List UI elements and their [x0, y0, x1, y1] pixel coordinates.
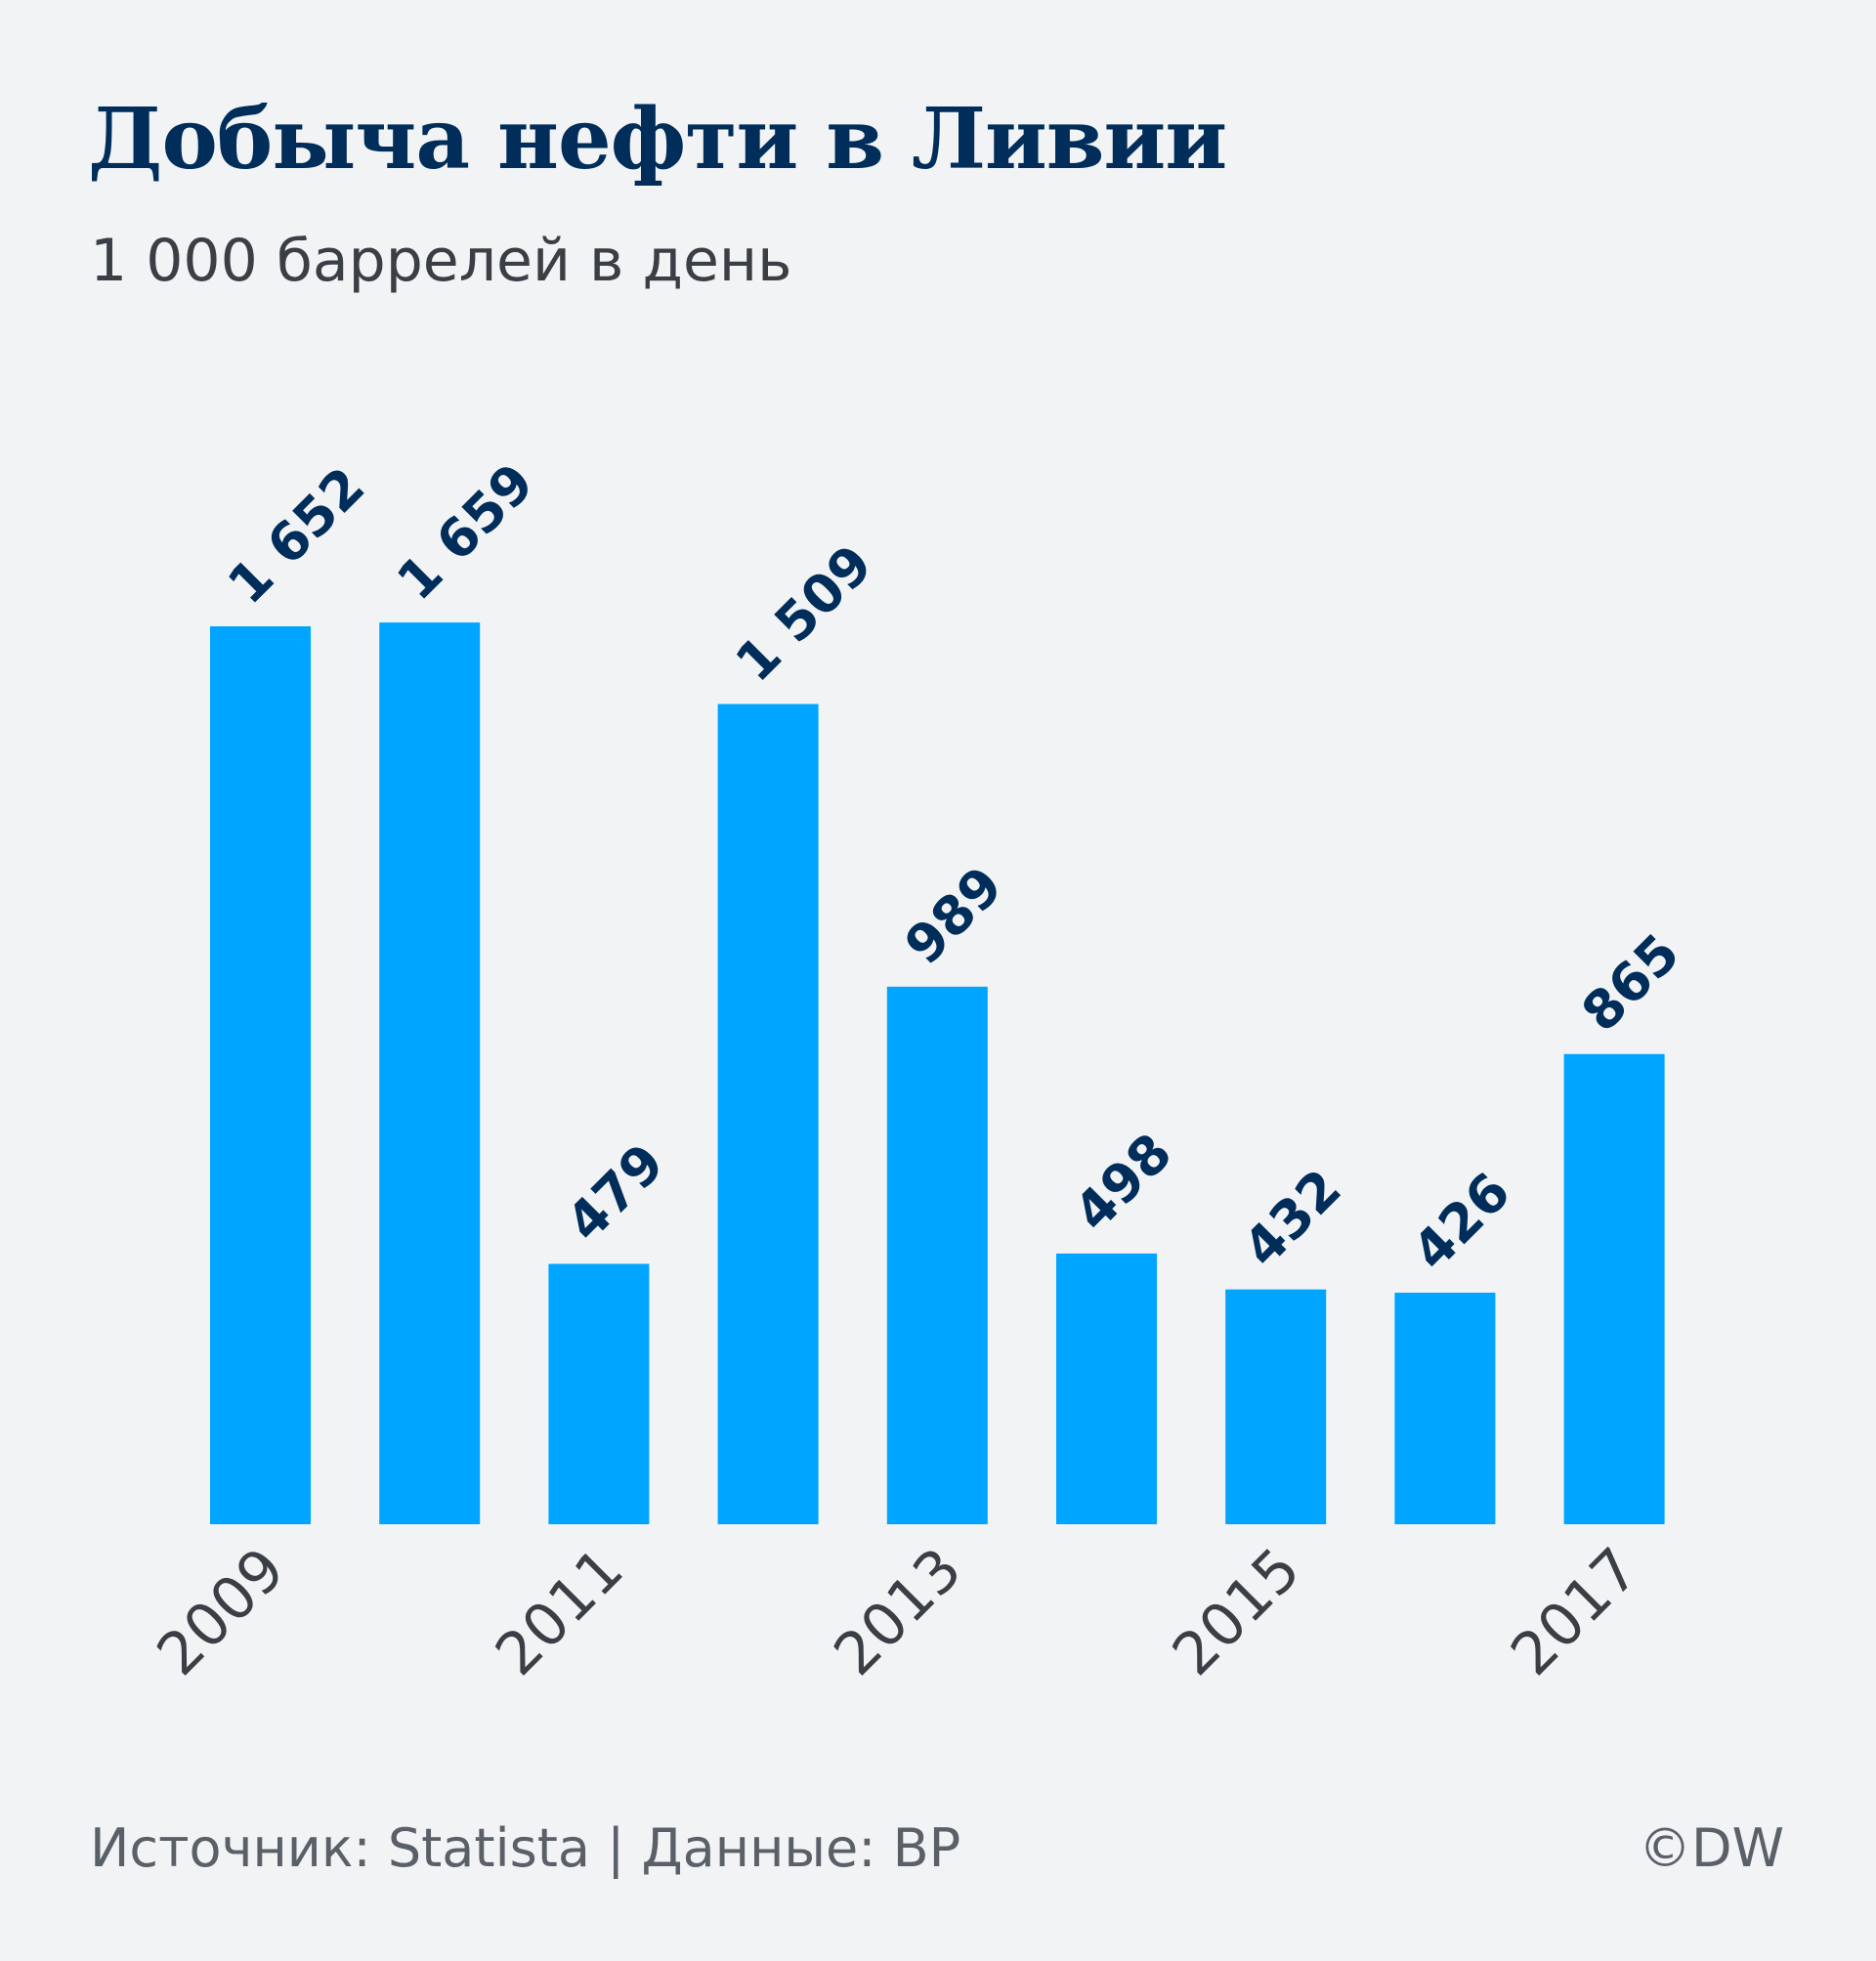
bar-2014 — [1056, 1253, 1157, 1524]
x-tick-label: 2015 — [1160, 1535, 1313, 1688]
value-label: 426 — [1401, 1161, 1522, 1282]
x-tick-label: 2009 — [145, 1535, 298, 1688]
value-label: 479 — [555, 1131, 676, 1253]
value-label: 498 — [1062, 1122, 1183, 1243]
x-tick-label: 2013 — [821, 1535, 974, 1688]
chart-subtitle: 1 000 баррелей в день — [90, 227, 792, 295]
bar-2013 — [886, 986, 988, 1524]
bar-2012 — [717, 703, 819, 1524]
value-label: 1 509 — [724, 533, 884, 694]
bar-2010 — [379, 622, 481, 1524]
value-label: 1 652 — [216, 455, 376, 616]
value-label: 865 — [1570, 922, 1691, 1044]
x-tick-label: 2017 — [1498, 1535, 1651, 1688]
value-label: 1 659 — [385, 451, 545, 612]
x-tick-label: 2011 — [483, 1535, 636, 1688]
copyright: ©DW — [1639, 1817, 1784, 1879]
source-note: Источник: Statista | Данные: BP — [90, 1817, 961, 1879]
bar-2009 — [210, 626, 311, 1524]
value-label: 432 — [1231, 1158, 1352, 1279]
bar-2011 — [548, 1263, 650, 1524]
chart-title: Добыча нефти в Ливии — [88, 90, 1227, 189]
bar-2015 — [1225, 1289, 1327, 1524]
value-label: 989 — [893, 855, 1014, 976]
bar-2016 — [1394, 1293, 1496, 1524]
bar-2017 — [1563, 1053, 1665, 1524]
